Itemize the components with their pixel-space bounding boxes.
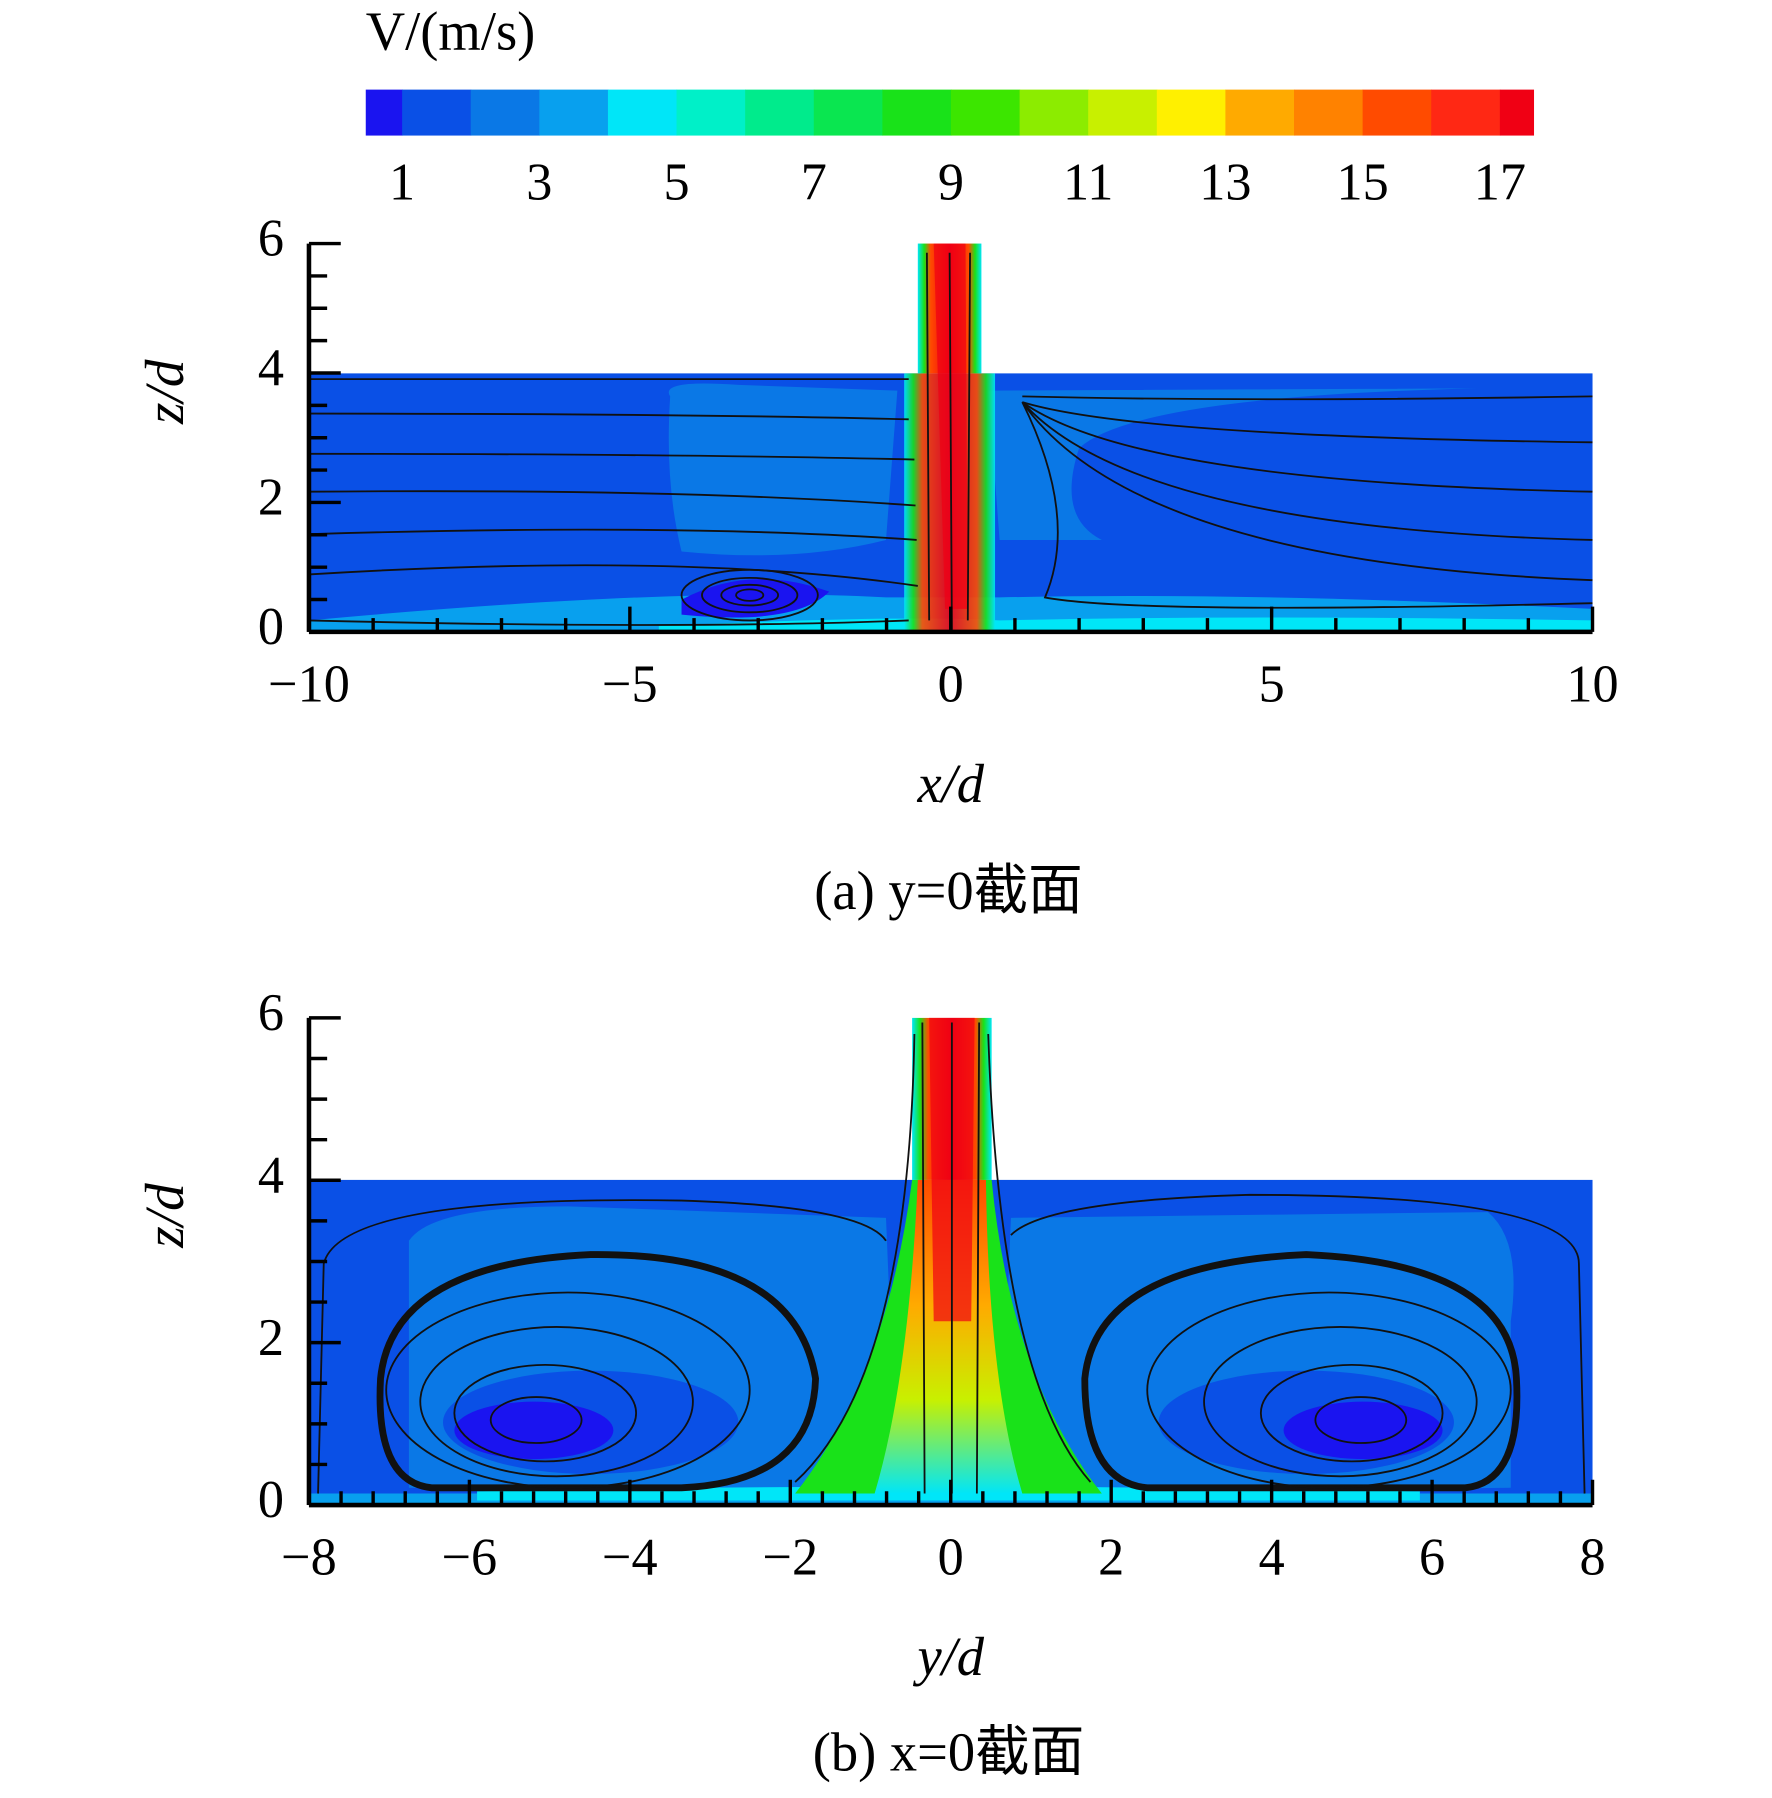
streamlines-b	[317, 1022, 1586, 1494]
colorbar-tick-label: 17	[1474, 153, 1526, 211]
colorbar-bin	[950, 89, 1021, 136]
colorbar-tick-label: 13	[1199, 153, 1251, 211]
x-tick-label: −6	[442, 1528, 498, 1586]
colorbar-bin	[745, 89, 815, 136]
x-axis-title: x/d	[916, 753, 984, 814]
colorbar-bin	[1499, 89, 1535, 136]
x-tick-label: 2	[1098, 1528, 1124, 1586]
colorbar-bin	[1019, 89, 1089, 136]
colorbar-bin	[607, 89, 678, 136]
y-tick-label: 6	[258, 209, 284, 267]
x-tick-label: −4	[602, 1528, 658, 1586]
colorbar-bin	[1156, 89, 1226, 136]
caption: (a) y=0截面	[814, 859, 1082, 920]
colorbar-bin	[539, 89, 609, 136]
colorbar-bin	[813, 89, 883, 136]
x-tick-label: −2	[762, 1528, 818, 1586]
y-axis-title: z/d	[134, 359, 195, 425]
colorbar-tick-label: 15	[1337, 153, 1389, 211]
colorbar-tick-label: 9	[938, 153, 964, 211]
colorbar-bin	[1088, 89, 1158, 136]
x-tick-label: 5	[1259, 655, 1285, 713]
y-tick-label: 2	[258, 1309, 284, 1367]
x-tick-label: 4	[1259, 1528, 1285, 1586]
colorbar-bin	[470, 89, 540, 136]
x-tick-label: −8	[281, 1528, 337, 1586]
x-tick-label: 8	[1579, 1528, 1605, 1586]
caption: (b) x=0截面	[813, 1721, 1084, 1782]
colorbar-tick-label: 5	[663, 153, 689, 211]
colorbar-bin	[676, 89, 746, 136]
y-axis-title: z/d	[134, 1183, 195, 1249]
streamlines-a	[308, 252, 1593, 630]
colorbar-bin	[882, 89, 952, 136]
x-tick-label: 6	[1419, 1528, 1445, 1586]
colorbar-tick-label: 7	[801, 153, 827, 211]
colorbar-tick-label: 3	[526, 153, 552, 211]
x-tick-label: 0	[938, 1528, 964, 1586]
colorbar-tick-label: 11	[1063, 153, 1113, 211]
axes-layer: 1 3 5 7 9 11 13 15 17V/(m/s)−10 −5 0 5 100246x/dz/d(…	[134, 0, 1618, 1782]
colorbar-bin	[402, 89, 472, 136]
colorbar-tick-label: 1	[389, 153, 415, 211]
x-tick-label: −5	[602, 655, 658, 713]
colorbar-bin	[1431, 89, 1501, 136]
colorbar-bin	[1362, 89, 1432, 136]
colorbar-bin	[365, 89, 403, 136]
y-tick-label: 4	[258, 1146, 284, 1204]
colorbar-bin	[1294, 89, 1364, 136]
y-tick-label: 0	[258, 1471, 284, 1529]
colorbar-bin	[1225, 89, 1295, 136]
y-tick-label: 0	[258, 598, 284, 656]
x-axis-title: y/d	[912, 1626, 984, 1687]
x-tick-label: −10	[268, 655, 350, 713]
x-tick-label: 0	[938, 655, 964, 713]
colorbar-title: V/(m/s)	[366, 0, 536, 61]
y-tick-label: 2	[258, 468, 284, 526]
x-tick-label: 10	[1566, 655, 1618, 713]
y-tick-label: 6	[258, 984, 284, 1042]
y-tick-label: 4	[258, 339, 284, 397]
